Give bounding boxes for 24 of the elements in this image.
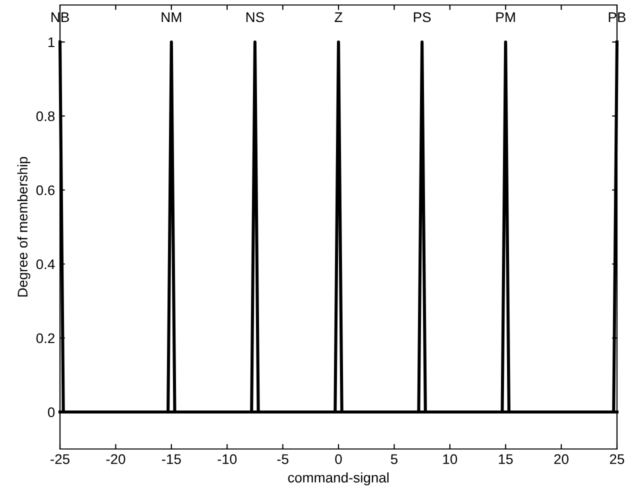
x-tick-label: -15 bbox=[162, 454, 181, 464]
x-tick-label: -5 bbox=[277, 454, 288, 464]
y-tick-label: 0.6 bbox=[36, 185, 55, 196]
x-tick-label: -20 bbox=[106, 454, 126, 464]
x-tick-label: 10 bbox=[443, 454, 458, 464]
legend-label: PM bbox=[496, 12, 515, 22]
series-label: PS bbox=[414, 12, 431, 22]
y-tick-label: 0.8 bbox=[36, 111, 55, 122]
y-tick-label: 0.4 bbox=[36, 259, 55, 270]
x-tick-label: 5 bbox=[390, 454, 398, 464]
x-tick-label: 15 bbox=[498, 454, 513, 464]
y-tick-label: 0.2 bbox=[36, 333, 54, 344]
y-tick-label: 1 bbox=[48, 37, 54, 48]
legend-label: Z bbox=[334, 12, 342, 22]
x-tick-label: 0 bbox=[335, 454, 342, 464]
x-axis-title: command-signal bbox=[288, 472, 389, 486]
x-tick-label: 20 bbox=[554, 454, 568, 464]
x-tick-label: -25 bbox=[50, 454, 70, 464]
legend-label: NM bbox=[162, 12, 182, 22]
y-tick-label: 0 bbox=[48, 407, 55, 418]
x-tick-label: -10 bbox=[218, 454, 237, 464]
y-axis-title: Degree of membership bbox=[17, 156, 30, 296]
x-tick-label: 25 bbox=[610, 454, 624, 464]
series-label: NS bbox=[246, 12, 264, 22]
